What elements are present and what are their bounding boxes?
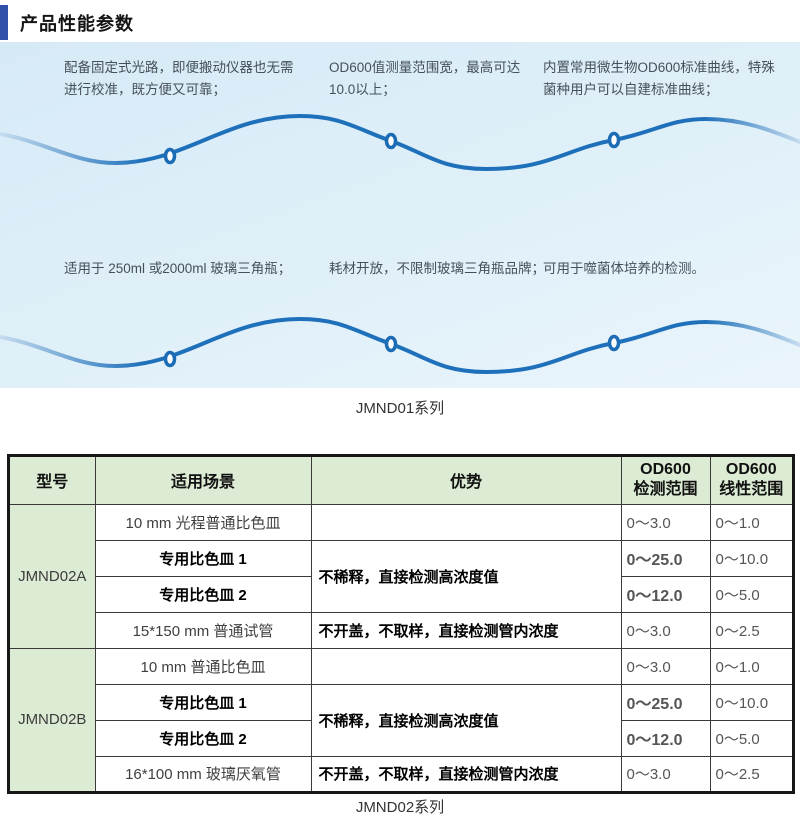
detect-range-cell: 0～25.0	[620, 683, 711, 721]
detect-range-cell: 0～12.0	[620, 575, 711, 613]
scenario-cell: 15*150 mm 普通试管	[94, 611, 312, 649]
feature-wide-range: OD600值测量范围宽，最高可达10.0以上；	[329, 60, 521, 98]
feature-builtin-curves: 内置常用微生物OD600标准曲线，特殊菌种用户可以自建标准曲线；	[543, 60, 775, 98]
advantage-cell: 不稀释，直接检测高浓度值	[310, 539, 622, 613]
header-model: 型号	[8, 455, 96, 505]
advantage-cell: 不开盖，不取样，直接检测管内浓度	[310, 755, 622, 793]
model-jmnd02a: JMND02A	[8, 503, 96, 649]
detect-range-cell: 0～3.0	[620, 503, 711, 541]
feature-phage-detection: 可用于噬菌体培养的检测。	[543, 261, 705, 276]
table-row: 16*100 mm 玻璃厌氧管 不开盖，不取样，直接检测管内浓度 0～3.0 0…	[9, 755, 794, 793]
table-row: JMND02A 10 mm 光程普通比色皿 0～3.0 0～1.0	[8, 503, 794, 649]
table-row: 专用比色皿 1 不稀释，直接检测高浓度值 0～25.0 0～10.0	[9, 683, 794, 757]
linear-range-cell: 0～5.0	[709, 719, 794, 757]
model-jmnd02b: JMND02B	[8, 647, 96, 793]
feature-panel: 配备固定式光路，即便搬动仪器也无需进行校准，既方便又可靠； OD600值测量范围…	[0, 42, 800, 388]
scenario-cell: 16*100 mm 玻璃厌氧管	[94, 755, 312, 793]
scenario-cell: 10 mm 普通比色皿	[94, 647, 312, 685]
table-header-row: 型号 适用场景 优势 OD600 检测范围 OD600 线性范围	[8, 455, 794, 505]
advantage-cell	[310, 503, 622, 541]
advantage-cell	[310, 647, 622, 685]
linear-range-cell: 0～10.0	[709, 683, 794, 721]
advantage-cell: 不开盖，不取样，直接检测管内浓度	[310, 611, 622, 649]
header-od-linear: OD600 线性范围	[709, 455, 794, 505]
header-od-detect: OD600 检测范围	[620, 455, 711, 505]
title-accent-bar	[0, 5, 8, 40]
page-title: 产品性能参数	[20, 14, 134, 34]
header-advantage: 优势	[310, 455, 622, 505]
wave-top	[0, 113, 800, 172]
linear-range-cell: 0～1.0	[709, 503, 794, 541]
linear-range-cell: 0～10.0	[709, 539, 794, 577]
detect-range-cell: 0～25.0	[620, 539, 711, 577]
spec-table: 型号 适用场景 优势 OD600 检测范围 OD600 线性范围 JMND02A…	[7, 454, 795, 794]
feature-open-consumables: 耗材开放，不限制玻璃三角瓶品牌；	[329, 261, 545, 276]
series2-caption: JMND02系列	[355, 799, 445, 816]
detect-range-cell: 0～12.0	[620, 719, 711, 757]
wave-decoration	[0, 113, 800, 375]
table-row: 专用比色皿 1 不稀释，直接检测高浓度值 0～25.0 0～10.0	[9, 539, 794, 613]
section-header: 产品性能参数	[0, 4, 800, 42]
scenario-cell: 10 mm 光程普通比色皿	[94, 503, 312, 541]
scenario-cell: 专用比色皿 1	[94, 539, 312, 577]
scenario-cell: 专用比色皿 2	[94, 575, 312, 613]
linear-range-cell: 0～2.5	[709, 611, 794, 649]
table-row: 15*150 mm 普通试管 不开盖，不取样，直接检测管内浓度 0～3.0 0～…	[9, 611, 794, 649]
scenario-cell: 专用比色皿 1	[94, 683, 312, 721]
detect-range-cell: 0～3.0	[620, 755, 711, 793]
header-scenario: 适用场景	[94, 455, 312, 505]
feature-fixed-optics: 配备固定式光路，即便搬动仪器也无需进行校准，既方便又可靠；	[64, 60, 294, 98]
table-row: JMND02B 10 mm 普通比色皿 0～3.0 0～1.0	[8, 647, 794, 793]
feature-flask-sizes: 适用于 250ml 或2000ml 玻璃三角瓶；	[64, 261, 292, 276]
detect-range-cell: 0～3.0	[620, 611, 711, 649]
linear-range-cell: 0～2.5	[709, 755, 794, 793]
advantage-cell: 不稀释，直接检测高浓度值	[310, 683, 622, 757]
table-row: 专用比色皿 2 0～12.0 0～5.0	[9, 575, 794, 613]
linear-range-cell: 0～1.0	[709, 647, 794, 685]
wave-bottom	[0, 316, 800, 375]
series1-caption: JMND01系列	[355, 400, 445, 417]
linear-range-cell: 0～5.0	[709, 575, 794, 613]
scenario-cell: 专用比色皿 2	[94, 719, 312, 757]
detect-range-cell: 0～3.0	[620, 647, 711, 685]
